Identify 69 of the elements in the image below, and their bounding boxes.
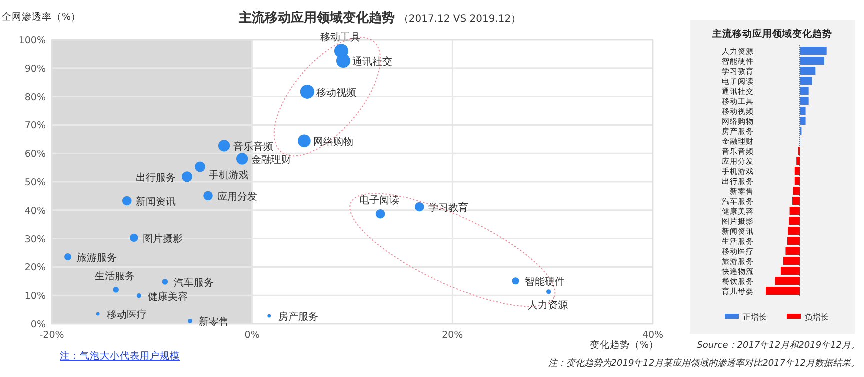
bar	[800, 87, 809, 95]
annotation: 健康美容	[148, 290, 188, 303]
bar	[794, 167, 800, 175]
x-axis-title: 变化趋势（%）	[590, 339, 659, 351]
bar	[780, 267, 800, 275]
chart-title: 主流移动应用领域变化趋势	[238, 10, 395, 26]
bar	[800, 97, 809, 105]
source-note: Source：2017年12月和2019年12月。	[697, 340, 860, 351]
annotation: 新零售	[199, 316, 230, 328]
y-tick-label: 10%	[24, 291, 46, 302]
y-tick-label: 60%	[24, 149, 46, 160]
annotation: 出行服务	[136, 172, 176, 184]
x-tick-label: 0%	[244, 330, 260, 341]
bar	[789, 217, 800, 225]
bar	[794, 177, 800, 185]
annotation: 音乐音频	[233, 140, 274, 153]
bar	[800, 107, 806, 115]
annotation: 人力资源	[528, 299, 568, 312]
annotation: 学习教育	[428, 202, 469, 214]
bar	[786, 247, 800, 255]
bar	[796, 157, 800, 165]
y-tick-label: 50%	[24, 178, 46, 188]
bar	[800, 117, 806, 125]
bar	[790, 207, 800, 215]
bar	[766, 287, 800, 295]
bar	[775, 277, 800, 285]
x-tick-label: 20%	[442, 330, 464, 341]
annotation: 手机游戏	[209, 169, 250, 182]
text: 注：气泡大小代表用户规模	[60, 350, 180, 362]
y-tick-label: 20%	[24, 262, 46, 274]
y-tick-label: 30%	[24, 234, 46, 246]
chart-subtitle: （2017.12 VS 2019.12）	[398, 14, 522, 25]
y-tick-label: 80%	[24, 92, 46, 104]
bar	[788, 227, 800, 235]
annotation: 通讯社交	[352, 56, 392, 68]
chart-title: 主流移动应用领域变化趋势	[712, 28, 832, 40]
annotation: 移动视频	[316, 86, 356, 99]
bar	[792, 197, 800, 205]
annotation: 新闻资讯	[136, 196, 176, 208]
y-tick-label: 0%	[30, 320, 46, 330]
y-tick-label: 40%	[24, 206, 46, 217]
annotation: 移动工具	[320, 32, 360, 44]
annotation: 旅游服务	[77, 252, 118, 264]
annotation: 移动医疗	[107, 309, 148, 322]
bar	[800, 47, 827, 55]
y-tick-label: 90%	[24, 64, 46, 75]
bar	[800, 67, 816, 75]
bar	[783, 257, 800, 265]
legend-label: 负增长	[805, 313, 829, 322]
text: 注：变化趋势为2019年12月某应用领域的渗透率对比2017年12月数据结果。	[548, 358, 860, 369]
x-tick-label: 40%	[642, 330, 664, 341]
y-tick-label: 100%	[18, 36, 46, 46]
annotation: 生活服务	[95, 270, 136, 282]
bar	[787, 237, 800, 245]
annotation: 金融理财	[251, 154, 292, 166]
bar	[793, 187, 800, 195]
annotation: 图片摄影	[143, 232, 184, 245]
bar	[800, 77, 812, 85]
y-tick-label: 70%	[24, 120, 46, 132]
x-tick-label: -20%	[40, 330, 64, 341]
annotation: 房产服务	[278, 311, 318, 324]
legend-label: 正增长	[743, 313, 767, 322]
annotation: 网络购物	[313, 136, 354, 148]
annotation: 智能硬件	[524, 276, 565, 288]
annotation: 汽车服务	[174, 276, 214, 289]
y-axis-title: 全网渗透率（%）	[2, 11, 82, 23]
annotation: 电子阅读	[360, 194, 400, 207]
bar	[800, 57, 824, 65]
annotation: 应用分发	[217, 190, 258, 203]
